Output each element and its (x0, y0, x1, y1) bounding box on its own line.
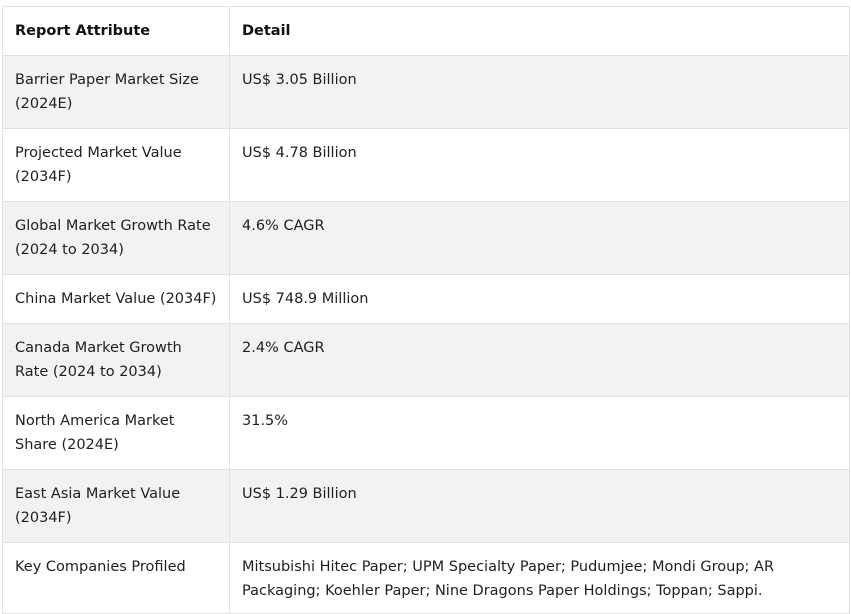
detail-cell: 31.5% (229, 396, 850, 470)
header-detail: Detail (229, 6, 850, 56)
report-attribute-table: Report Attribute Detail Barrier Paper Ma… (2, 6, 850, 614)
table-header-row: Report Attribute Detail (2, 6, 850, 56)
table-row: Barrier Paper Market Size (2024E) US$ 3.… (2, 55, 850, 129)
attribute-cell: Barrier Paper Market Size (2024E) (2, 55, 230, 129)
table-row: China Market Value (2034F) US$ 748.9 Mil… (2, 274, 850, 324)
detail-cell: 2.4% CAGR (229, 323, 850, 397)
attribute-cell: Key Companies Profiled (2, 542, 230, 614)
attribute-cell: Projected Market Value (2034F) (2, 128, 230, 202)
detail-cell: US$ 1.29 Billion (229, 469, 850, 543)
detail-cell: Mitsubishi Hitec Paper; UPM Specialty Pa… (229, 542, 850, 614)
table-row: Global Market Growth Rate (2024 to 2034)… (2, 201, 850, 275)
attribute-cell: East Asia Market Value (2034F) (2, 469, 230, 543)
attribute-cell: Canada Market Growth Rate (2024 to 2034) (2, 323, 230, 397)
table-row: East Asia Market Value (2034F) US$ 1.29 … (2, 469, 850, 543)
table-row: North America Market Share (2024E) 31.5% (2, 396, 850, 470)
detail-cell: US$ 748.9 Million (229, 274, 850, 324)
table-row: Projected Market Value (2034F) US$ 4.78 … (2, 128, 850, 202)
detail-cell: US$ 4.78 Billion (229, 128, 850, 202)
attribute-cell: China Market Value (2034F) (2, 274, 230, 324)
attribute-cell: Global Market Growth Rate (2024 to 2034) (2, 201, 230, 275)
attribute-cell: North America Market Share (2024E) (2, 396, 230, 470)
header-report-attribute: Report Attribute (2, 6, 230, 56)
table-row: Key Companies Profiled Mitsubishi Hitec … (2, 542, 850, 614)
table-row: Canada Market Growth Rate (2024 to 2034)… (2, 323, 850, 397)
detail-cell: 4.6% CAGR (229, 201, 850, 275)
detail-cell: US$ 3.05 Billion (229, 55, 850, 129)
